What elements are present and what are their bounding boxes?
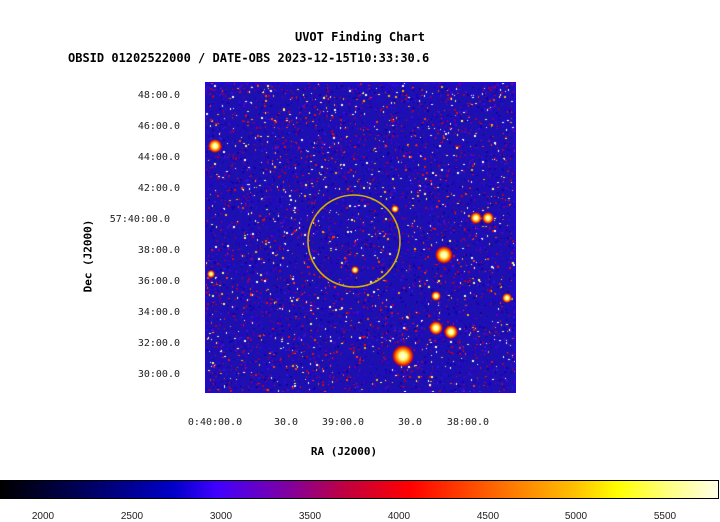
- colorbar-tick-label: 2000: [31, 511, 55, 522]
- colorbar-tick-label: 3500: [298, 511, 322, 522]
- y-tick-label: 46:00.0: [137, 121, 180, 132]
- colorbar-tick-label: 4000: [387, 511, 411, 522]
- y-tick-label: 44:00.0: [137, 152, 180, 163]
- x-tick-label: 30.0: [397, 417, 423, 428]
- colorbar-tick-label: 5000: [564, 511, 588, 522]
- y-tick-label: 34:00.0: [137, 307, 180, 318]
- y-axis-label: Dec (J2000): [81, 219, 95, 293]
- y-tick-label: 36:00.0: [137, 276, 180, 287]
- y-tick-label: 38:00.0: [137, 245, 180, 256]
- colorbar: [0, 480, 719, 499]
- y-tick-label: 57:40:00.0: [109, 214, 170, 225]
- x-tick-label: 39:00.0: [321, 417, 365, 428]
- colorbar-tick-label: 2500: [120, 511, 144, 522]
- x-axis-label: RA (J2000): [310, 445, 378, 458]
- image-overlay: [205, 82, 516, 393]
- colorbar-tick-label: 3000: [209, 511, 233, 522]
- y-tick-label: 30:00.0: [137, 369, 180, 380]
- image-frame: [205, 82, 516, 393]
- colorbar-tick-label: 5500: [653, 511, 677, 522]
- y-tick-label: 48:00.0: [137, 90, 180, 101]
- colorbar-tick-label: 4500: [476, 511, 500, 522]
- chart-subtitle: OBSID 01202522000 / DATE-OBS 2023-12-15T…: [68, 51, 430, 65]
- y-tick-label: 42:00.0: [137, 183, 180, 194]
- x-tick-label: 38:00.0: [446, 417, 490, 428]
- chart-title: UVOT Finding Chart: [294, 30, 426, 44]
- x-tick-label: 0:40:00.0: [187, 417, 243, 428]
- sky-image[interactable]: [205, 82, 516, 393]
- y-tick-label: 32:00.0: [137, 338, 180, 349]
- x-tick-label: 30.0: [273, 417, 299, 428]
- source-region-circle: [307, 194, 401, 288]
